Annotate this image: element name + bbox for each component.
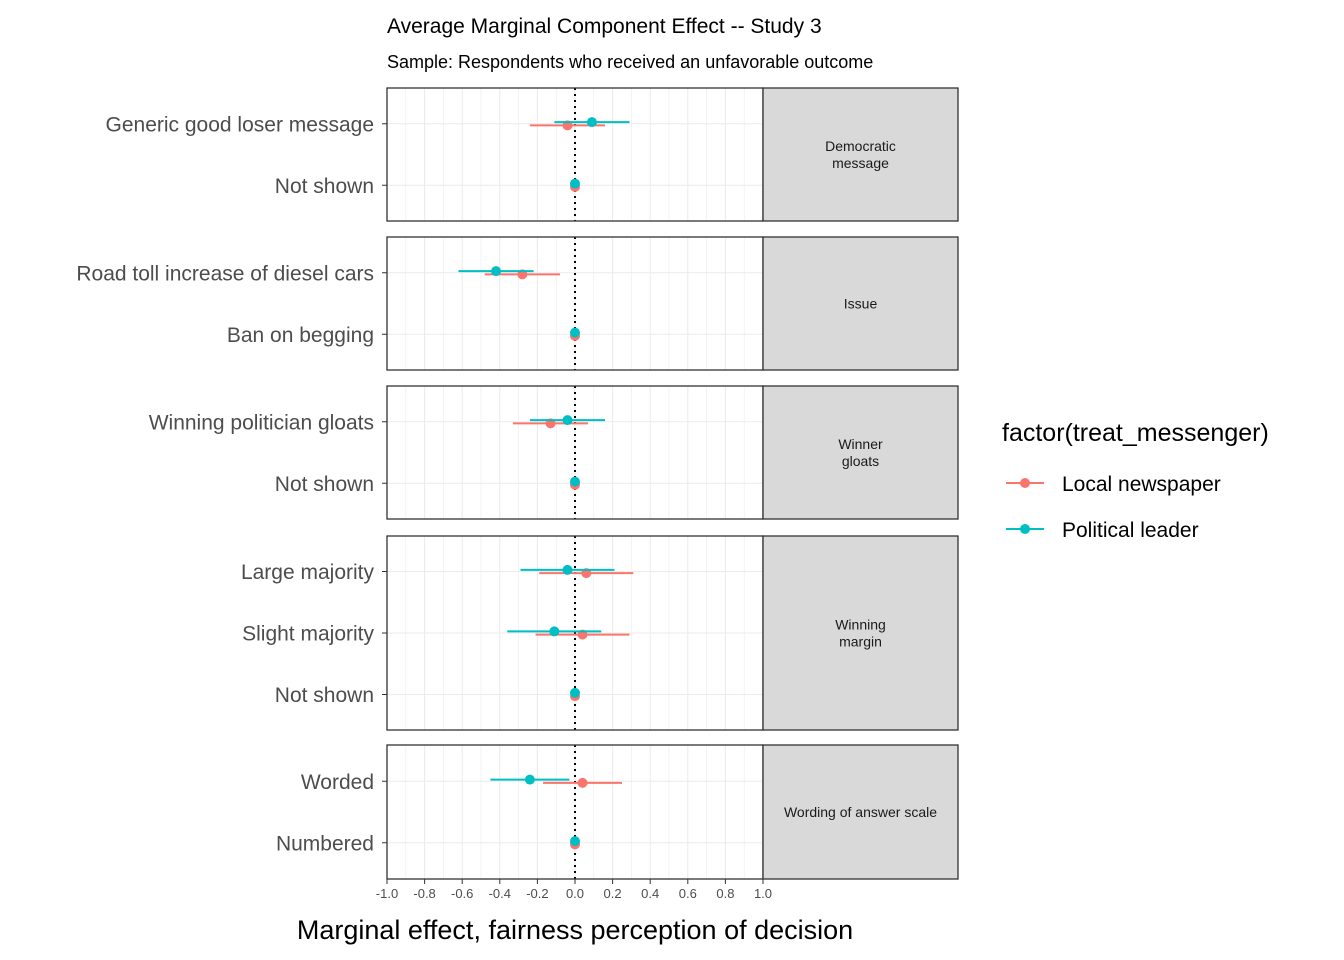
point-political-leader-winning-politician-gloats: [562, 415, 573, 426]
point-political-leader-not-shown: [570, 476, 580, 487]
legend-key-point-local-newspaper: [1020, 478, 1030, 488]
legend-label-local-newspaper: Local newspaper: [1062, 473, 1221, 496]
x-tick-label: 0.0: [566, 886, 584, 901]
x-tick-label: -0.8: [413, 886, 435, 901]
y-tick-label-large-majority: Large majority: [241, 561, 375, 584]
y-tick-label-not-shown: Not shown: [275, 684, 374, 707]
point-political-leader-not-shown: [570, 687, 580, 698]
point-political-leader-large-majority: [562, 564, 573, 575]
legend: factor(treat_messenger) Local newspaper …: [1002, 419, 1269, 542]
chart-title: Average Marginal Component Effect -- Stu…: [387, 15, 822, 38]
y-tick-label-numbered: Numbered: [276, 832, 374, 855]
x-tick-label: -0.2: [526, 886, 548, 901]
facet-strip-label: Wording of answer scale: [784, 804, 937, 820]
y-tick-label-ban-on-begging: Ban on begging: [227, 324, 374, 347]
facet-strip: [762, 236, 959, 371]
x-tick-label: 0.4: [641, 886, 659, 901]
x-tick-label: 1.0: [754, 886, 772, 901]
facet-strip-label: message: [832, 155, 889, 171]
x-tick-label: -0.6: [451, 886, 473, 901]
facet-strip-label: Issue: [844, 296, 878, 312]
point-political-leader-generic-good-loser-message: [586, 117, 597, 128]
y-tick-label-road-toll-increase-of-diesel-cars: Road toll increase of diesel cars: [76, 262, 374, 285]
facet-panel-issue: Road toll increase of diesel cars Ban on …: [76, 236, 959, 371]
y-tick-label-slight-majority: Slight majority: [242, 623, 374, 646]
legend-label-political-leader: Political leader: [1062, 519, 1199, 542]
legend-title: factor(treat_messenger): [1002, 419, 1269, 447]
chart-subtitle: Sample: Respondents who received an unfa…: [387, 52, 873, 72]
legend-item-local-newspaper: Local newspaper: [1006, 473, 1221, 496]
facet-strip-label: Winning: [835, 617, 886, 633]
point-political-leader-road-toll-increase-of-diesel-cars: [491, 266, 502, 277]
point-political-leader-numbered: [570, 836, 580, 847]
facet-strip-label: gloats: [842, 453, 879, 469]
y-tick-label-generic-good-loser-message: Generic good loser message: [106, 113, 374, 136]
point-political-leader-ban-on-begging: [570, 327, 580, 338]
facet-panel-democratic-message: Generic good loser message Not shown Democ…: [106, 87, 959, 222]
x-tick-label: 0.6: [679, 886, 697, 901]
point-political-leader-worded: [524, 774, 535, 785]
facet-strip-label: Democratic: [825, 138, 896, 154]
facet-strip-label: Winner: [838, 436, 883, 452]
point-political-leader-slight-majority: [549, 626, 560, 637]
facet-panels: Generic good loser message Not shown Democ…: [76, 87, 959, 880]
legend-item-political-leader: Political leader: [1006, 519, 1199, 542]
x-axis: -1.0 -0.8 -0.6 -0.4 -0.2 0.0 0.2 0.4 0.6 0.8 1.0: [376, 879, 772, 901]
facet-strip: [762, 87, 959, 222]
point-political-leader-not-shown: [570, 178, 580, 189]
facet-strip-label: margin: [839, 634, 882, 650]
facet-strip: [762, 535, 959, 731]
facet-panel-winner-gloats: Winning politician gloats Not shown Winner…: [149, 385, 959, 520]
x-tick-label: 0.2: [604, 886, 622, 901]
x-axis-label: Marginal effect, fairness perception of …: [297, 915, 853, 945]
facet-panel-winning-margin: Large majority Slight majority Not shown Wi…: [241, 535, 959, 731]
facet-panel-wording-of-answer-scale: Worded Numbered Wording of answer scale: [276, 744, 959, 880]
x-tick-label: 0.8: [716, 886, 734, 901]
x-tick-label: -1.0: [376, 886, 398, 901]
y-tick-label-not-shown: Not shown: [275, 473, 374, 496]
y-tick-label-winning-politician-gloats: Winning politician gloats: [149, 411, 374, 434]
x-tick-label: -0.4: [489, 886, 511, 901]
y-tick-label-not-shown: Not shown: [275, 175, 374, 198]
y-tick-label-worded: Worded: [301, 771, 374, 794]
facet-strip: [762, 744, 959, 880]
facet-strip: [762, 385, 959, 520]
point-local-newspaper-worded: [577, 777, 588, 788]
legend-key-point-political-leader: [1020, 524, 1030, 534]
